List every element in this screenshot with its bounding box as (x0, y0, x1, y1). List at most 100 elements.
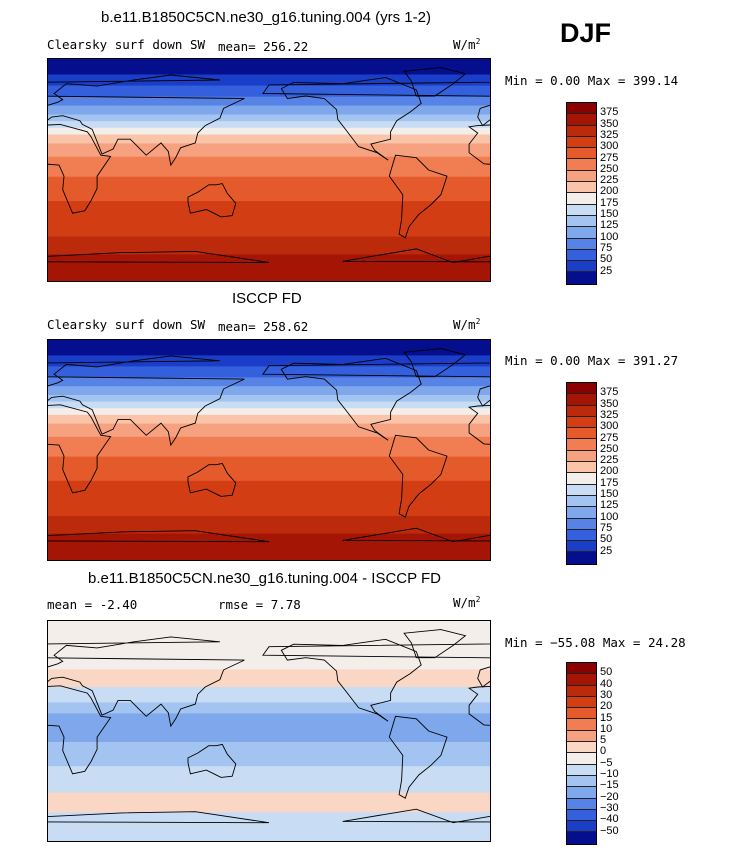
map-color-band (48, 480, 490, 517)
colorbar-tick-label: 200 (600, 185, 619, 198)
colorbar-swatch (567, 674, 596, 686)
colorbar-tick-label: 50 (600, 666, 613, 679)
colorbar-swatch (567, 507, 596, 519)
colorbar-swatch (567, 685, 596, 697)
map-color-band (48, 687, 490, 703)
colorbar-tick-label: 275 (600, 431, 619, 444)
panel1-mean-label: mean= 256.22 (218, 39, 309, 54)
coastline (48, 685, 112, 775)
colorbar-tick-label: −10 (600, 768, 619, 780)
colorbar-tick-label: 250 (600, 442, 619, 455)
colorbar-tick-label: 75 (600, 241, 613, 254)
colorbar-swatch (567, 249, 596, 262)
map-color-band (48, 742, 490, 767)
coastline (403, 67, 467, 97)
colorbar-swatch (567, 708, 596, 720)
colorbar-tick-label: 375 (600, 106, 619, 119)
colorbar-tick-label: 30 (600, 688, 613, 701)
map-color-band (48, 408, 490, 416)
colorbar-tick-label: 200 (600, 465, 619, 478)
map-color-band (48, 201, 490, 238)
colorbar-tick-label: 250 (600, 162, 619, 175)
map-color-band (48, 59, 490, 76)
coastline (388, 715, 448, 799)
colorbar-tick-label: −5 (600, 756, 613, 769)
panel3-title: b.e11.B1850C5CN.ne30_g16.tuning.004 - IS… (88, 570, 442, 587)
colorbar-swatch (567, 529, 596, 542)
map-color-band (48, 669, 490, 688)
colorbar-swatch (567, 103, 596, 115)
coastline (342, 808, 490, 824)
colorbar-tick-label: 350 (600, 397, 619, 410)
coastline (342, 527, 490, 543)
colorbar-swatch (567, 405, 596, 417)
colorbar-swatch (567, 495, 596, 508)
colorbar-swatch (567, 450, 596, 463)
colorbar-swatch (567, 832, 596, 844)
coastline (467, 404, 490, 445)
colorbar-tick-label: 20 (600, 700, 613, 713)
colorbar-swatch (567, 383, 596, 395)
colorbar-swatch (567, 541, 596, 553)
colorbar-swatch (567, 742, 596, 754)
coastline (48, 404, 112, 494)
coastline (388, 434, 448, 518)
colorbar-swatch (567, 238, 596, 250)
panel2-colorbar (566, 382, 597, 565)
colorbar-tick-label: 15 (600, 711, 613, 724)
panel1-variable-label: Clearsky surf down SW (47, 37, 206, 52)
colorbar-swatch (567, 764, 596, 776)
map-color-band (48, 423, 490, 438)
colorbar-tick-label: 225 (600, 174, 619, 187)
panel3-units: W/m2 (453, 595, 481, 611)
map-color-band (48, 366, 490, 378)
coastline (48, 123, 112, 214)
coastline (467, 124, 490, 165)
map-color-band (48, 105, 490, 116)
map-color-band (48, 436, 490, 458)
panel1-min-max: Min = 0.00 Max = 399.14 (505, 73, 679, 88)
coastline (187, 183, 237, 218)
panel2-map (47, 339, 491, 561)
colorbar-tick-label: 150 (600, 208, 619, 220)
colorbar-swatch (567, 787, 596, 799)
colorbar-tick-label: 325 (600, 408, 619, 421)
coastline (48, 250, 270, 263)
colorbar-swatch (567, 148, 596, 160)
colorbar-swatch (567, 272, 596, 284)
panel2-variable-label: Clearsky surf down SW (47, 317, 206, 332)
colorbar-tick-label: 75 (600, 521, 613, 534)
colorbar-tick-label: 300 (600, 140, 619, 153)
colorbar-swatch (567, 552, 596, 564)
map-color-band (48, 134, 490, 144)
map-color-band (48, 621, 490, 670)
coastline (48, 811, 270, 824)
map-color-band (48, 254, 490, 281)
panel1-colorbar (566, 102, 597, 285)
panel2-units: W/m2 (453, 317, 481, 333)
coastline (48, 74, 245, 167)
colorbar-swatch (567, 462, 596, 474)
map-color-band (48, 401, 490, 409)
map-color-band (48, 156, 490, 178)
colorbar-swatch (567, 775, 596, 788)
panel3-mean-label: mean = -2.40 (47, 597, 138, 612)
colorbar-tick-label: 100 (600, 230, 619, 243)
map-color-band (48, 340, 490, 356)
coastline (187, 743, 237, 778)
coastline (403, 629, 467, 659)
colorbar-tick-label: 100 (600, 510, 619, 523)
colorbar-swatch (567, 204, 596, 216)
coastline (187, 462, 237, 497)
panel3-rmse-label: rmse = 7.78 (218, 597, 301, 612)
colorbar-tick-label: 125 (600, 219, 619, 232)
map-color-band (48, 377, 490, 387)
colorbar-tick-label: 300 (600, 420, 619, 433)
colorbar-swatch (567, 125, 596, 137)
map-color-band (48, 355, 490, 367)
colorbar-swatch (567, 215, 596, 228)
map-color-band (48, 85, 490, 98)
colorbar-tick-label: 225 (600, 454, 619, 467)
colorbar-tick-label: 10 (600, 722, 613, 735)
map-color-band (48, 516, 490, 535)
